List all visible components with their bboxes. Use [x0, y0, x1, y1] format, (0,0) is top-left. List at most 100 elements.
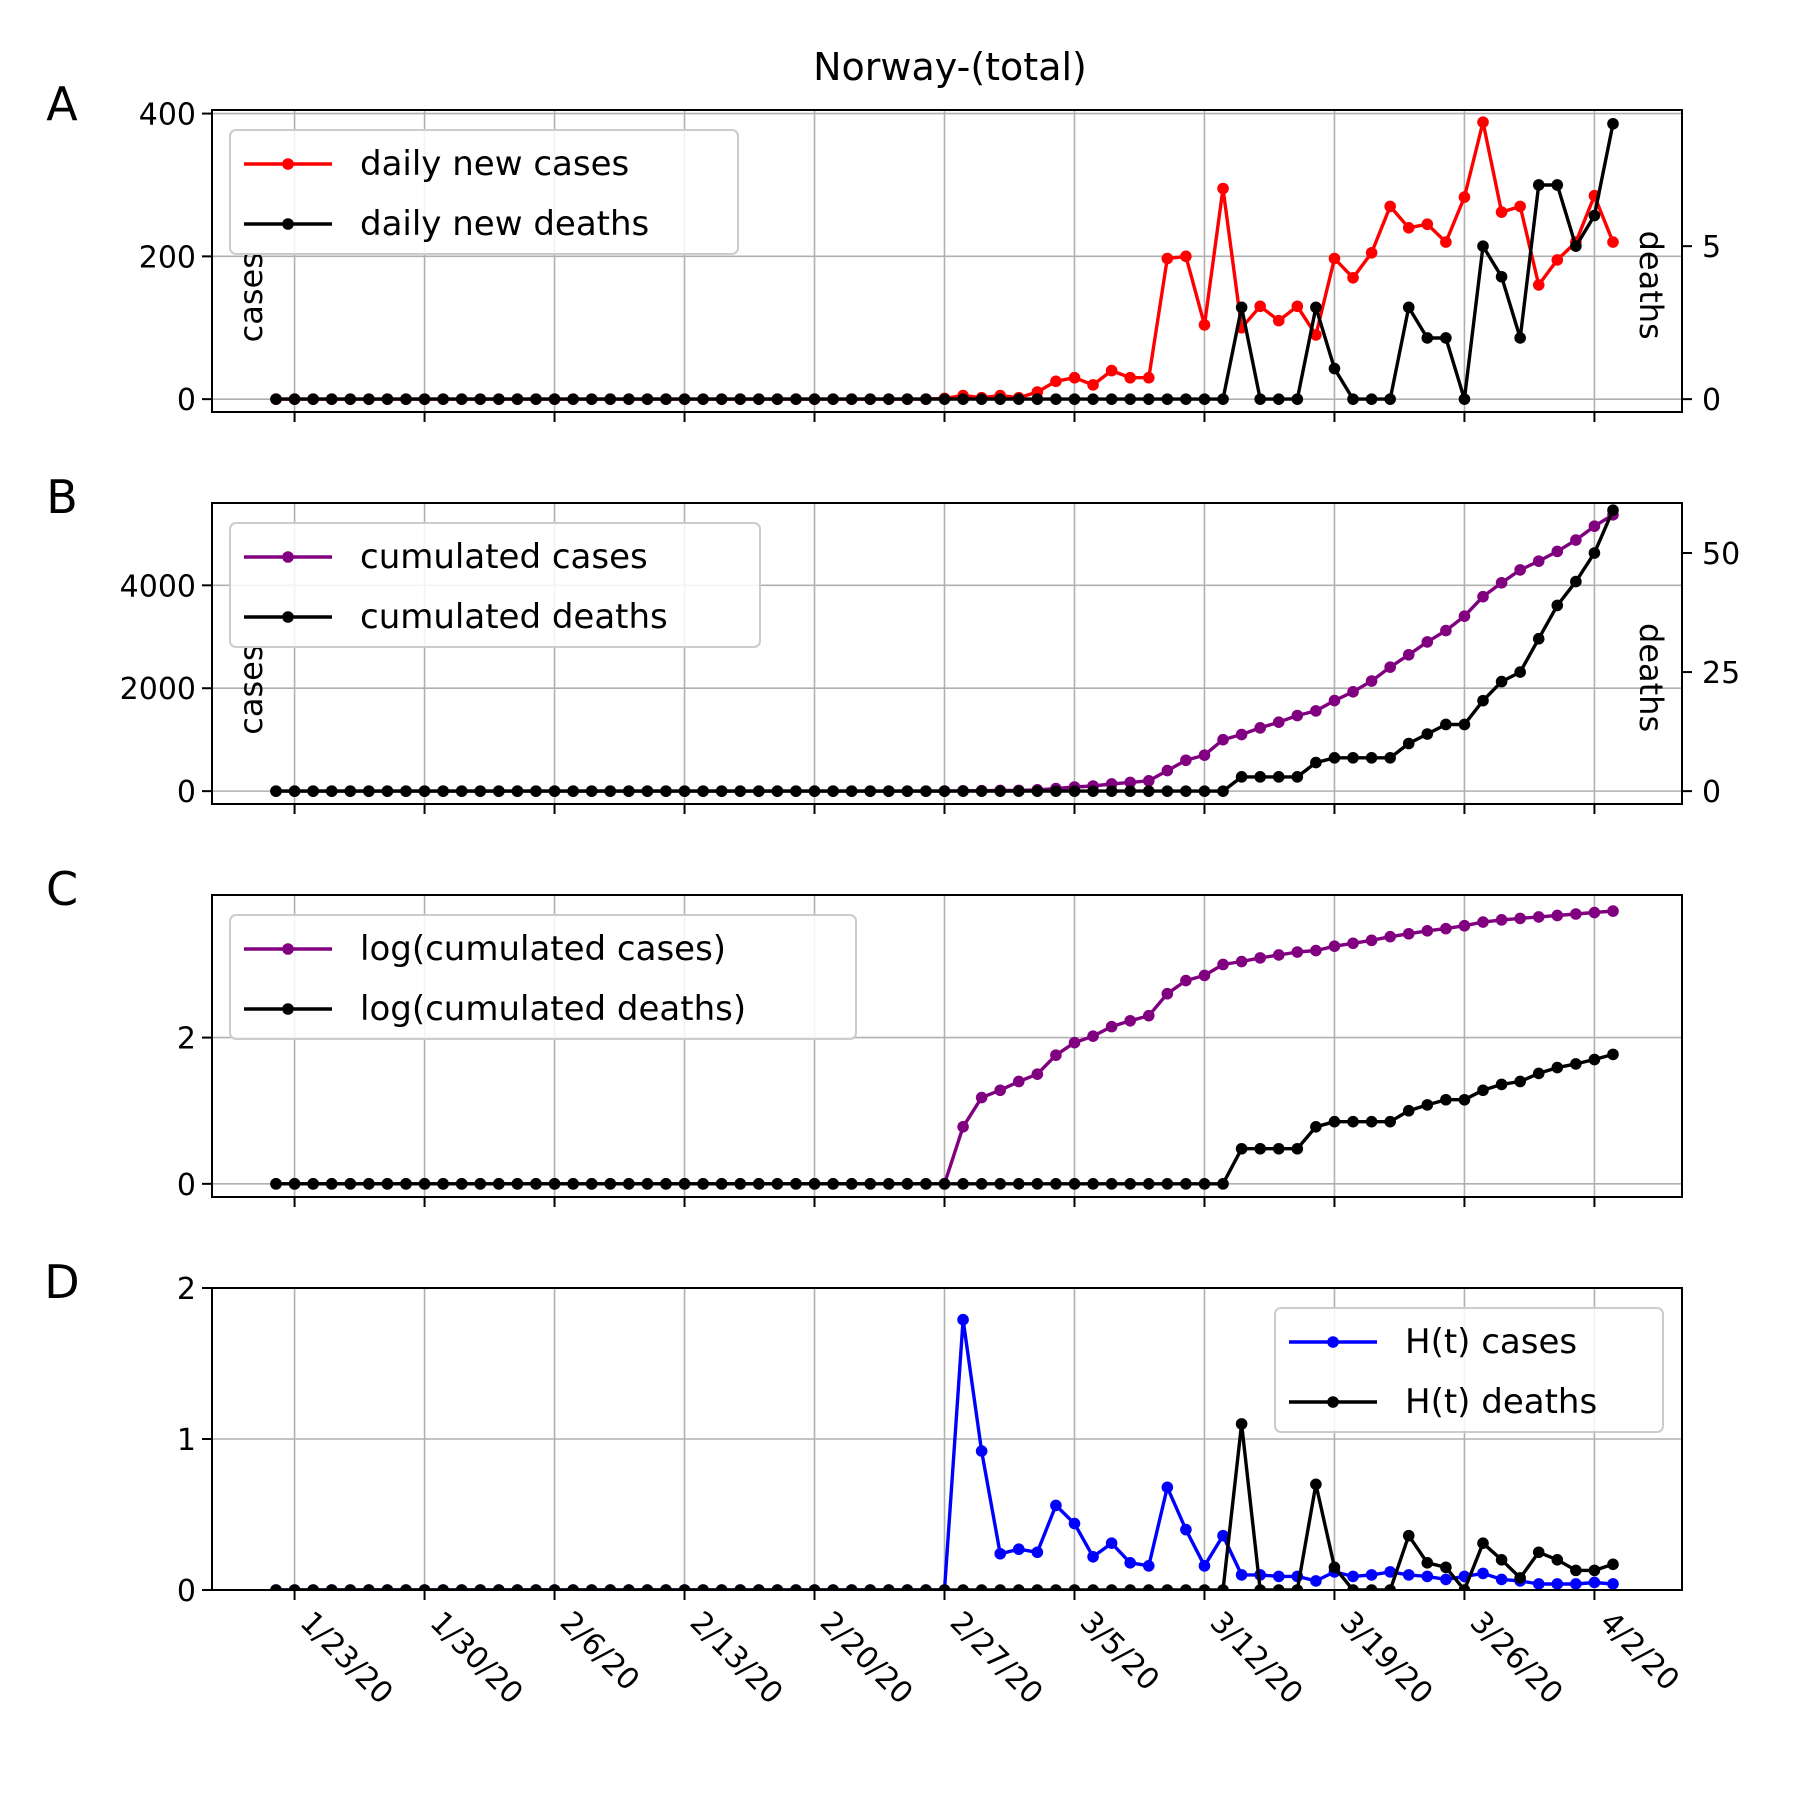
data-point	[1272, 1570, 1285, 1583]
data-point	[437, 785, 449, 797]
data-point	[827, 1178, 839, 1190]
data-point	[1142, 393, 1155, 405]
legend: log(cumulated cases) log(cumulated deaths…	[229, 914, 857, 1040]
data-point	[437, 1178, 449, 1190]
data-point	[715, 393, 728, 405]
data-point	[567, 393, 579, 405]
data-point	[901, 785, 914, 797]
data-point	[1291, 709, 1304, 722]
data-point	[1365, 246, 1378, 259]
data-point	[938, 1178, 951, 1190]
data-point	[697, 1178, 709, 1190]
data-point	[1495, 1554, 1508, 1566]
data-point	[1180, 974, 1192, 987]
data-point	[1588, 547, 1601, 559]
data-point	[1588, 520, 1601, 532]
y-axis-label: cases	[232, 645, 270, 735]
data-point	[1532, 1546, 1545, 1559]
data-point	[1570, 1058, 1582, 1070]
data-point	[1068, 393, 1081, 405]
data-point	[1384, 752, 1396, 764]
legend-label: daily new cases	[360, 144, 629, 184]
x-tick-label: 1/30/20	[423, 1605, 530, 1712]
axes-frame	[211, 502, 1683, 805]
data-point	[1142, 1178, 1155, 1190]
data-point	[1402, 222, 1415, 234]
data-point	[1050, 1049, 1062, 1061]
data-point	[1198, 319, 1211, 331]
data-point	[1495, 914, 1508, 926]
data-point	[678, 1178, 691, 1190]
data-point	[1607, 504, 1619, 516]
legend-box	[229, 522, 761, 648]
data-point	[1402, 301, 1415, 314]
data-point	[1495, 1573, 1508, 1586]
data-point	[1180, 1584, 1192, 1590]
data-point	[1384, 1115, 1396, 1128]
data-point	[1031, 1546, 1044, 1559]
data-point	[1161, 987, 1174, 1000]
data-point	[1347, 937, 1359, 950]
legend-label: cumulated cases	[360, 537, 648, 577]
y-axis-label: cases	[232, 252, 270, 342]
data-point	[1161, 252, 1174, 265]
data-point	[1384, 393, 1396, 405]
data-point	[994, 1584, 1007, 1590]
data-point	[1532, 1067, 1545, 1080]
data-point	[1570, 575, 1582, 588]
data-point	[325, 785, 338, 797]
data-point	[901, 1178, 914, 1190]
data-point	[1012, 1178, 1025, 1190]
data-point	[307, 1584, 319, 1590]
data-point	[1551, 909, 1564, 922]
data-point	[1440, 1561, 1452, 1574]
y-tick-label: 400	[139, 98, 196, 133]
data-point	[1532, 179, 1545, 191]
data-point	[1291, 393, 1304, 405]
data-point	[585, 393, 598, 405]
data-point	[1588, 1576, 1601, 1589]
data-point	[1440, 718, 1452, 731]
data-point	[808, 1178, 821, 1190]
data-point	[1570, 240, 1582, 252]
legend-marker	[1327, 1336, 1339, 1348]
data-point	[1198, 969, 1211, 982]
data-point	[1161, 1584, 1174, 1590]
data-point	[1124, 393, 1136, 405]
y-tick-label: 1	[177, 1423, 196, 1458]
data-point	[790, 785, 802, 797]
data-point	[1050, 375, 1062, 388]
data-point	[585, 1584, 598, 1590]
data-point	[1235, 1142, 1248, 1155]
data-point	[1012, 1543, 1025, 1556]
data-point	[288, 1178, 301, 1190]
data-point	[1124, 776, 1136, 789]
data-point	[1087, 1178, 1099, 1190]
data-point	[641, 785, 654, 797]
data-point	[1570, 1564, 1582, 1577]
data-point	[1440, 332, 1452, 344]
data-point	[734, 1584, 747, 1590]
data-point	[790, 393, 802, 405]
legend-label: log(cumulated cases)	[360, 929, 726, 969]
data-point	[1551, 599, 1564, 612]
data-point	[1421, 1099, 1434, 1111]
data-point	[1477, 694, 1489, 707]
data-point	[1068, 371, 1081, 384]
y-right-tick-label: 50	[1702, 537, 1740, 572]
data-point	[1570, 1578, 1582, 1590]
data-point	[1198, 393, 1211, 405]
legend: H(t) cases H(t) deaths	[1274, 1307, 1664, 1433]
data-point	[1031, 1178, 1044, 1190]
data-point	[901, 1584, 914, 1590]
panel-letter: D	[44, 1255, 79, 1309]
data-point	[1532, 1578, 1545, 1590]
legend-marker	[282, 1003, 294, 1015]
data-point	[641, 393, 654, 405]
data-point	[1365, 1584, 1378, 1590]
y-tick-label: 2000	[120, 672, 196, 707]
data-point	[1384, 200, 1396, 213]
data-point	[344, 1584, 357, 1590]
data-point	[288, 785, 301, 797]
